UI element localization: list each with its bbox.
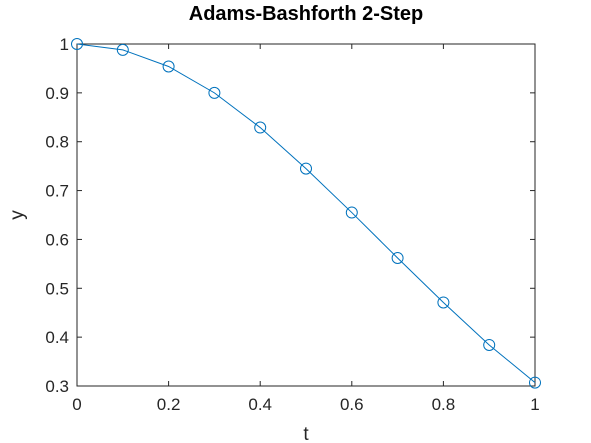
x-tick-label: 0.2 <box>157 395 181 414</box>
series-layer <box>71 38 541 389</box>
data-point <box>300 162 312 175</box>
y-tick-label: 0.8 <box>45 133 69 152</box>
chart-title: Adams-Bashforth 2-Step <box>189 3 423 25</box>
x-axis-label: t <box>303 424 309 443</box>
data-point <box>483 338 496 351</box>
data-point <box>162 60 175 73</box>
data-point <box>345 206 358 219</box>
y-tick-label: 0.6 <box>45 230 69 249</box>
data-point <box>208 86 221 99</box>
data-point <box>71 38 83 50</box>
y-tick-label: 0.3 <box>45 377 69 396</box>
y-tick-label: 0.9 <box>45 84 69 103</box>
data-point <box>254 121 267 134</box>
x-tick-label: 0.8 <box>432 395 456 414</box>
data-point <box>116 43 129 56</box>
data-point <box>529 376 541 389</box>
plot-area <box>76 43 536 387</box>
x-tick-label: 0.6 <box>340 395 364 414</box>
y-tick-label: 1 <box>60 35 69 54</box>
data-point <box>391 251 404 264</box>
y-axis: 0.3 0.4 0.5 0.6 0.7 0.8 0.9 1 <box>45 35 535 396</box>
x-tick-label: 0 <box>72 395 81 414</box>
y-axis-label: y <box>7 210 28 220</box>
x-tick-label: 1 <box>530 395 539 414</box>
x-axis: 0 0.2 0.4 0.6 0.8 1 <box>72 44 540 414</box>
y-tick-label: 0.7 <box>45 182 69 201</box>
x-tick-label: 0.4 <box>248 395 272 414</box>
series-line <box>76 43 536 383</box>
y-tick-label: 0.4 <box>45 328 69 347</box>
y-tick-label: 0.5 <box>45 279 69 298</box>
data-point <box>437 296 450 309</box>
